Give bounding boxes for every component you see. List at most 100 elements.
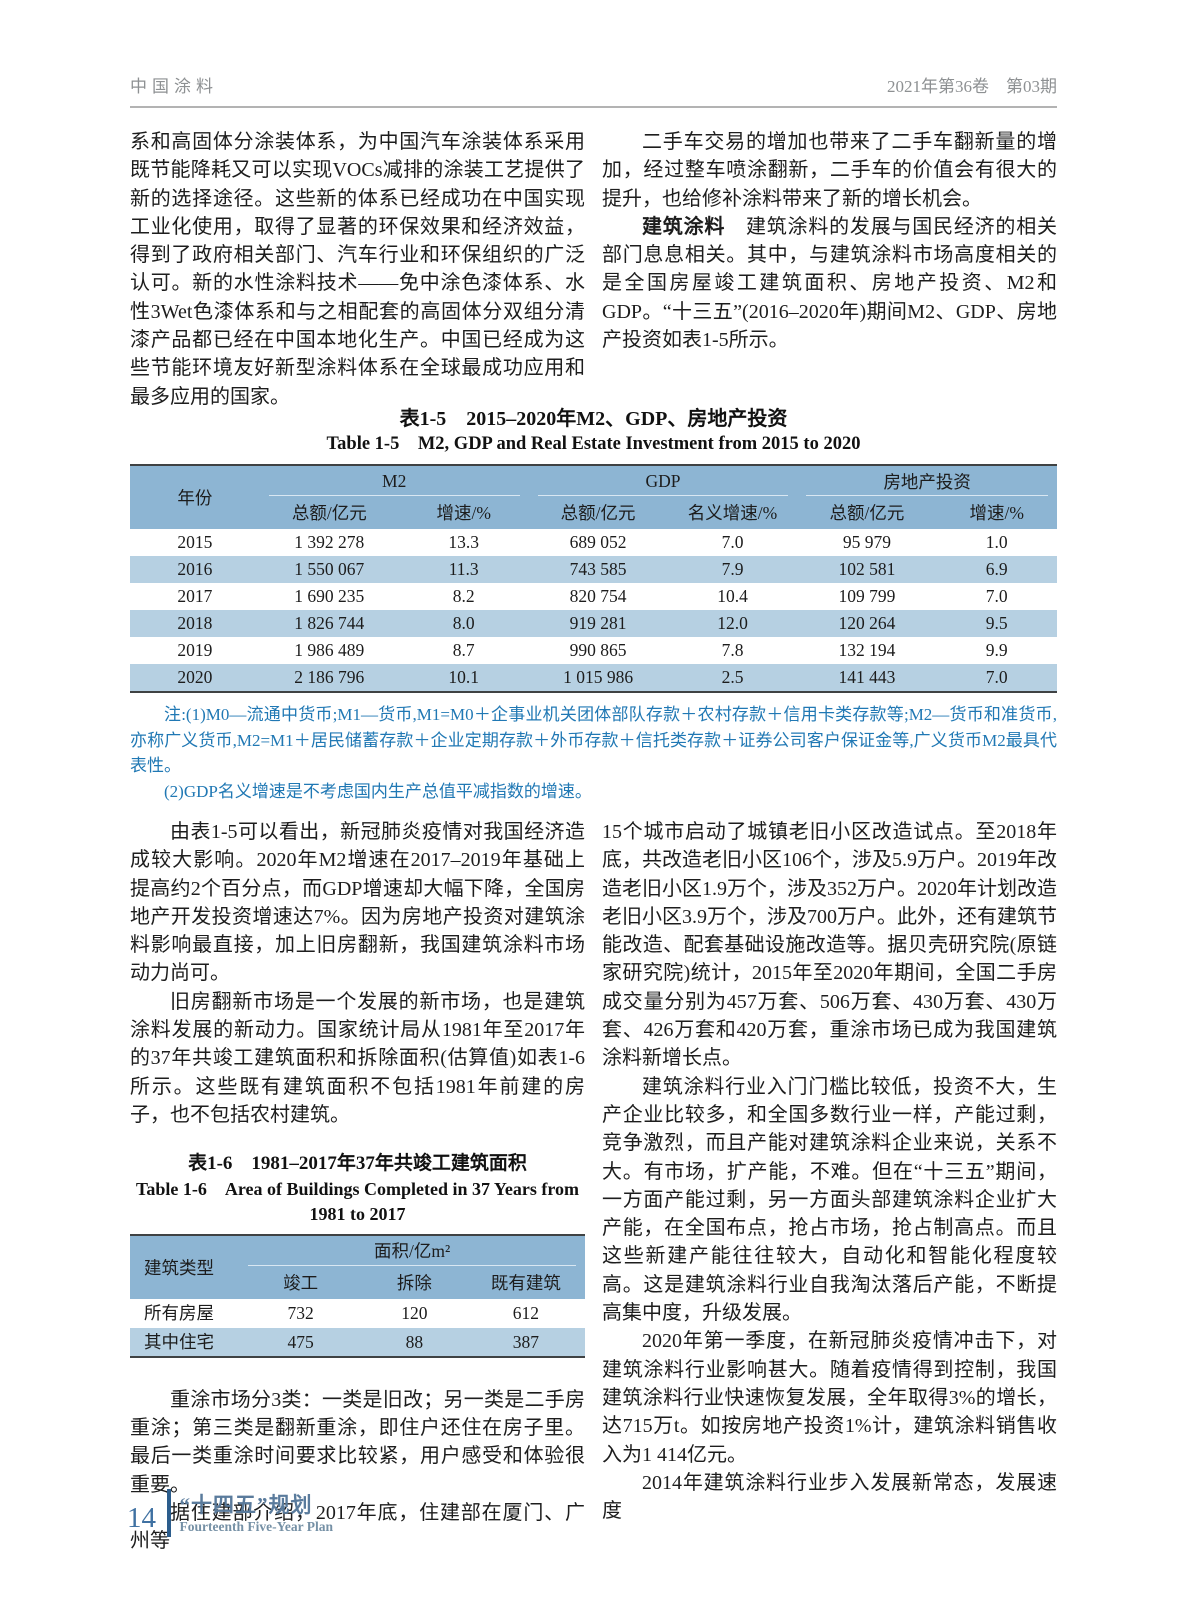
table-row: 所有房屋 732 120 612 — [130, 1299, 585, 1327]
page-header: 中国涂料 2021年第36卷 第03期 — [130, 72, 1057, 108]
column-header-year: 年份 — [130, 465, 260, 529]
table-row: 2018 1 826 744 8.0 919 281 12.0 120 264 … — [130, 610, 1057, 637]
page-footer: 14 “十四五”规划 Fourteenth Five-Year Plan — [127, 1489, 333, 1537]
cell: 12.0 — [717, 613, 748, 633]
table-1-6-title-zh: 表1-6 1981–2017年37年共竣工建筑面积 — [188, 1153, 527, 1175]
table-1-5-block: 表1-5 2015–2020年M2、GDP、房地产投资 Table 1-5 M2… — [130, 406, 1057, 804]
cell: 689 052 — [569, 532, 627, 552]
cell: 475 — [287, 1331, 314, 1352]
cell: 743 585 — [569, 559, 627, 579]
cell-year: 2016 — [177, 559, 213, 579]
footer-plan-zh: “十四五”规划 — [179, 1492, 313, 1517]
table-1-5-notes: 注:(1)M0—流通中货币;M1—货币,M1=M0＋企事业机关团体部队存款＋农村… — [130, 702, 1057, 804]
table-1-5-title-zh: 表1-5 2015–2020年M2、GDP、房地产投资 — [399, 408, 788, 430]
table-1-6-block: 表1-6 1981–2017年37年共竣工建筑面积 Table 1-6 Area… — [130, 1151, 585, 1358]
column-group-m2: M2 — [259, 465, 529, 496]
footer-plan-en: Fourteenth Five-Year Plan — [179, 1518, 333, 1534]
table-note: 注:(1)M0—流通中货币;M1—货币,M1=M0＋企事业机关团体部队存款＋农村… — [130, 705, 1057, 775]
cell: 120 264 — [838, 613, 896, 633]
cell-year: 2019 — [177, 640, 213, 660]
paragraph: 据住建部介绍，2017年底，住建部在厦门、广州等 — [130, 1502, 585, 1553]
cell: 95 979 — [842, 532, 891, 552]
page-number: 14 — [127, 1501, 156, 1534]
paragraph: 系和高固体分涂装体系，为中国汽车涂装体系采用既节能降耗又可以实现VOCs减排的涂… — [130, 131, 585, 408]
cell: 10.4 — [717, 586, 748, 606]
paragraph: 由表1-5可以看出，新冠肺炎疫情对我国经济造成较大影响。2020年M2增速在20… — [130, 821, 585, 985]
cell: 820 754 — [569, 586, 627, 606]
column-group-real-estate: 房地产投资 — [797, 465, 1057, 496]
paragraph: 15个城市启动了城镇老旧小区改造试点。至2018年底，共改造老旧小区106个，涉… — [602, 821, 1057, 1070]
paragraph: 2020年第一季度，在新冠肺炎疫情冲击下，对建筑涂料行业影响甚大。随着疫情得到控… — [602, 1330, 1057, 1466]
cell: 9.9 — [985, 640, 1008, 660]
left-column-top: 系和高固体分涂装体系，为中国汽车涂装体系采用既节能降耗又可以实现VOCs减排的涂… — [130, 128, 585, 411]
left-column-bottom: 由表1-5可以看出，新冠肺炎疫情对我国经济造成较大影响。2020年M2增速在20… — [130, 818, 585, 1556]
cell: 132 194 — [838, 640, 896, 660]
cell: 1 550 067 — [294, 559, 365, 579]
cell-row-label: 所有房屋 — [144, 1303, 214, 1324]
cell-year: 2018 — [177, 613, 213, 633]
cell-year: 2015 — [177, 532, 213, 552]
cell: 2 186 796 — [294, 667, 365, 687]
table-1-6-title-en: Table 1-6 Area of Buildings Completed in… — [135, 1179, 579, 1225]
cell: 2.5 — [721, 667, 744, 687]
cell: 141 443 — [838, 667, 896, 687]
section-top: 系和高固体分涂装体系，为中国汽车涂装体系采用既节能降耗又可以实现VOCs减排的涂… — [130, 128, 1057, 411]
column-header: 总额/亿元 — [528, 496, 668, 529]
column-header: 增速/% — [398, 496, 529, 529]
cell-row-label: 其中住宅 — [144, 1331, 214, 1352]
column-group-area: 面积/亿m² — [239, 1235, 585, 1267]
paragraph: 二手车交易的增加也带来了二手车翻新量的增加，经过整车喷涂翻新，二手车的价值会有很… — [602, 131, 1057, 210]
table-1-5-title-en: Table 1-5 M2, GDP and Real Estate Invest… — [326, 434, 861, 454]
cell: 919 281 — [569, 613, 627, 633]
cell: 8.2 — [452, 586, 475, 606]
cell: 13.3 — [448, 532, 479, 552]
table-1-6: 建筑类型 面积/亿m² 竣工 拆除 既有建筑 所有房屋 732 — [130, 1234, 585, 1358]
cell-year: 2017 — [177, 586, 213, 606]
cell: 88 — [405, 1331, 424, 1352]
column-header: 拆除 — [362, 1266, 467, 1300]
cell: 7.9 — [721, 559, 744, 579]
cell-year: 2020 — [177, 667, 213, 687]
cell: 7.8 — [721, 640, 744, 660]
cell: 9.5 — [985, 613, 1008, 633]
table-row: 其中住宅 475 88 387 — [130, 1327, 585, 1357]
cell: 1 392 278 — [294, 532, 365, 552]
column-header-building-type: 建筑类型 — [130, 1235, 240, 1300]
journal-name: 中国涂料 — [130, 77, 218, 96]
table-note: (2)GDP名义增速是不考虑国内生产总值平减指数的增速。 — [164, 781, 592, 801]
column-header: 名义增速/% — [667, 496, 798, 529]
cell: 120 — [401, 1303, 428, 1324]
section-bottom: 由表1-5可以看出，新冠肺炎疫情对我国经济造成较大影响。2020年M2增速在20… — [130, 818, 1057, 1556]
table-sub-header-row: 竣工 拆除 既有建筑 — [130, 1266, 585, 1300]
cell: 7.0 — [985, 667, 1008, 687]
issue-info: 2021年第36卷 第03期 — [887, 77, 1057, 96]
cell: 387 — [512, 1331, 539, 1352]
table-1-5: 年份 M2 GDP 房地产投资 总额/亿元 增速/% 总额/亿元 名义增速/% … — [130, 464, 1057, 693]
column-header: 既有建筑 — [466, 1266, 585, 1300]
column-header: 增速/% — [936, 496, 1057, 529]
cell: 11.3 — [448, 559, 479, 579]
table-row: 2020 2 186 796 10.1 1 015 986 2.5 141 44… — [130, 664, 1057, 692]
paragraph: 建筑涂料行业入门门槛比较低，投资不大，生产企业比较多，和全国多数行业一样，产能过… — [602, 1075, 1057, 1325]
cell: 102 581 — [838, 559, 896, 579]
cell: 1 690 235 — [294, 586, 365, 606]
table-group-header-row: 建筑类型 面积/亿m² — [130, 1235, 585, 1300]
run-in-heading: 建筑涂料 — [642, 215, 726, 238]
cell: 990 865 — [569, 640, 627, 660]
cell: 1 826 744 — [294, 613, 365, 633]
cell: 6.9 — [985, 559, 1008, 579]
cell: 1 986 489 — [294, 640, 365, 660]
paragraph-text: 建筑涂料的发展与国民经济的相关部门息息相关。其中，与建筑涂料市场高度相关的是全国… — [602, 215, 1058, 352]
cell: 7.0 — [721, 532, 744, 552]
cell: 7.0 — [985, 586, 1008, 606]
table-row: 2016 1 550 067 11.3 743 585 7.9 102 581 … — [130, 556, 1057, 583]
table-row: 2019 1 986 489 8.7 990 865 7.8 132 194 9… — [130, 637, 1057, 664]
cell: 8.7 — [452, 640, 475, 660]
table-sub-header-row: 总额/亿元 增速/% 总额/亿元 名义增速/% 总额/亿元 增速/% — [130, 496, 1057, 529]
table-group-header-row: 年份 M2 GDP 房地产投资 — [130, 465, 1057, 529]
column-group-gdp: GDP — [528, 465, 798, 496]
right-column-bottom: 15个城市启动了城镇老旧小区改造试点。至2018年底，共改造老旧小区106个，涉… — [602, 818, 1057, 1556]
footer-plan-label: “十四五”规划 Fourteenth Five-Year Plan — [180, 1492, 333, 1535]
column-header: 竣工 — [239, 1266, 363, 1300]
footer-divider — [167, 1489, 171, 1537]
